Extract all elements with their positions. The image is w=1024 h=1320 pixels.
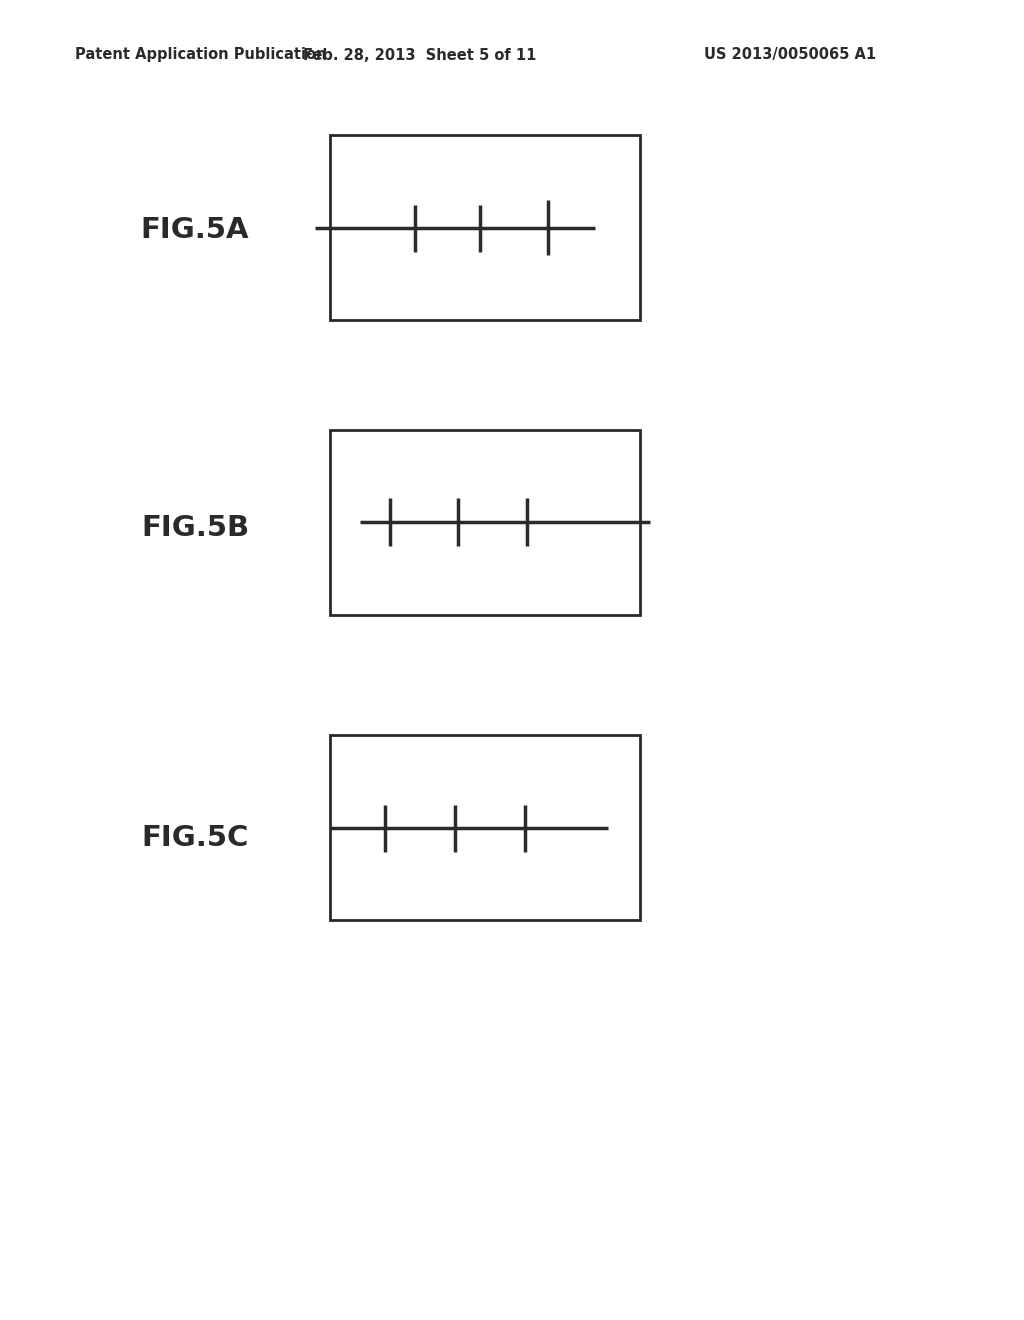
Bar <box>330 430 640 615</box>
Text: FIG.5A: FIG.5A <box>140 216 249 244</box>
Text: Patent Application Publication: Patent Application Publication <box>75 48 327 62</box>
Text: FIG.5C: FIG.5C <box>141 824 249 851</box>
Text: FIG.5B: FIG.5B <box>141 513 249 543</box>
Bar <box>330 735 640 920</box>
Text: US 2013/0050065 A1: US 2013/0050065 A1 <box>703 48 877 62</box>
Bar <box>330 135 640 319</box>
Text: Feb. 28, 2013  Sheet 5 of 11: Feb. 28, 2013 Sheet 5 of 11 <box>303 48 537 62</box>
